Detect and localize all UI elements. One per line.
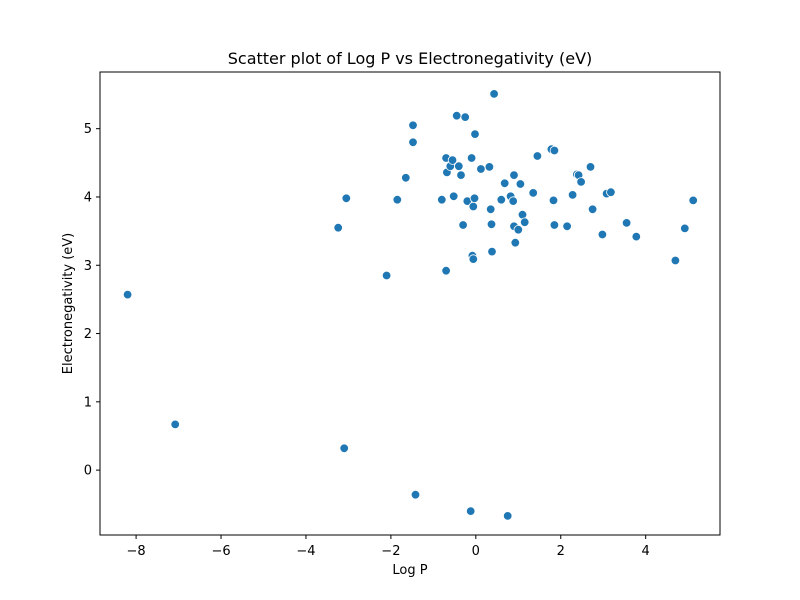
data-point bbox=[408, 137, 418, 148]
y-axis-label: Electronegativity (eV) bbox=[61, 233, 76, 375]
data-point bbox=[503, 511, 513, 521]
data-point bbox=[631, 231, 642, 242]
data-point bbox=[468, 201, 479, 212]
data-point bbox=[441, 266, 451, 276]
data-point bbox=[508, 196, 518, 206]
data-point bbox=[456, 170, 466, 180]
data-point bbox=[454, 161, 464, 171]
data-point bbox=[341, 193, 352, 204]
x-tick-label: −6 bbox=[211, 544, 230, 559]
x-axis: −8 −6 −4 −2 0 2 4 bbox=[127, 535, 650, 559]
data-point bbox=[500, 178, 510, 189]
data-point bbox=[576, 177, 586, 187]
data-point bbox=[437, 194, 447, 205]
data-point bbox=[339, 443, 349, 454]
data-point bbox=[170, 419, 180, 430]
data-point bbox=[567, 190, 578, 200]
data-point bbox=[621, 218, 632, 228]
data-point bbox=[606, 187, 616, 197]
x-axis-label: Log P bbox=[392, 563, 427, 578]
data-point bbox=[447, 155, 458, 165]
data-point bbox=[468, 254, 479, 264]
data-point bbox=[597, 229, 608, 240]
y-tick-label: 4 bbox=[84, 190, 92, 205]
data-point bbox=[510, 237, 521, 248]
data-point bbox=[122, 289, 133, 300]
data-point bbox=[392, 194, 403, 205]
data-point bbox=[460, 112, 470, 122]
data-point bbox=[466, 153, 477, 163]
data-point bbox=[549, 220, 560, 230]
data-point bbox=[585, 162, 596, 172]
plot-area-frame bbox=[99, 71, 721, 536]
y-tick-label: 3 bbox=[84, 259, 92, 274]
y-tick-label: 0 bbox=[84, 464, 92, 479]
data-point bbox=[333, 222, 343, 233]
data-point bbox=[532, 151, 543, 161]
data-point bbox=[486, 204, 496, 215]
x-tick-label: 0 bbox=[472, 544, 480, 559]
data-point bbox=[670, 255, 681, 266]
data-point bbox=[680, 223, 690, 234]
x-tick-label: −2 bbox=[381, 544, 400, 559]
data-point bbox=[528, 188, 538, 198]
data-point bbox=[513, 224, 524, 235]
data-point bbox=[466, 506, 476, 516]
y-tick-label: 5 bbox=[84, 122, 92, 137]
data-point bbox=[452, 110, 462, 121]
data-point bbox=[509, 170, 519, 180]
data-point bbox=[449, 191, 459, 202]
data-point bbox=[401, 173, 411, 183]
data-point bbox=[458, 220, 468, 230]
data-point bbox=[469, 193, 480, 204]
data-point bbox=[487, 246, 497, 257]
y-tick-label: 2 bbox=[84, 327, 92, 342]
points-layer bbox=[122, 89, 698, 521]
data-point bbox=[470, 129, 480, 139]
data-point bbox=[408, 120, 418, 131]
data-point bbox=[548, 195, 559, 206]
data-point bbox=[489, 89, 499, 99]
x-tick-label: 2 bbox=[557, 544, 565, 559]
data-point bbox=[520, 217, 530, 227]
data-point bbox=[410, 490, 421, 500]
data-point bbox=[515, 179, 526, 189]
data-point bbox=[587, 204, 598, 215]
chart-title: Scatter plot of Log P vs Electronegativi… bbox=[228, 49, 593, 68]
data-point bbox=[688, 195, 698, 206]
x-tick-label: 4 bbox=[642, 544, 650, 559]
data-point bbox=[549, 145, 560, 156]
x-tick-label: −8 bbox=[127, 544, 146, 559]
y-tick-label: 1 bbox=[84, 395, 92, 410]
data-point bbox=[496, 194, 507, 205]
data-point bbox=[484, 162, 495, 172]
data-point bbox=[562, 221, 572, 232]
y-axis: 0 1 2 3 4 5 bbox=[84, 122, 100, 479]
data-point bbox=[476, 164, 486, 174]
data-point bbox=[381, 270, 392, 281]
x-tick-label: −4 bbox=[296, 544, 315, 559]
data-point bbox=[486, 219, 497, 230]
